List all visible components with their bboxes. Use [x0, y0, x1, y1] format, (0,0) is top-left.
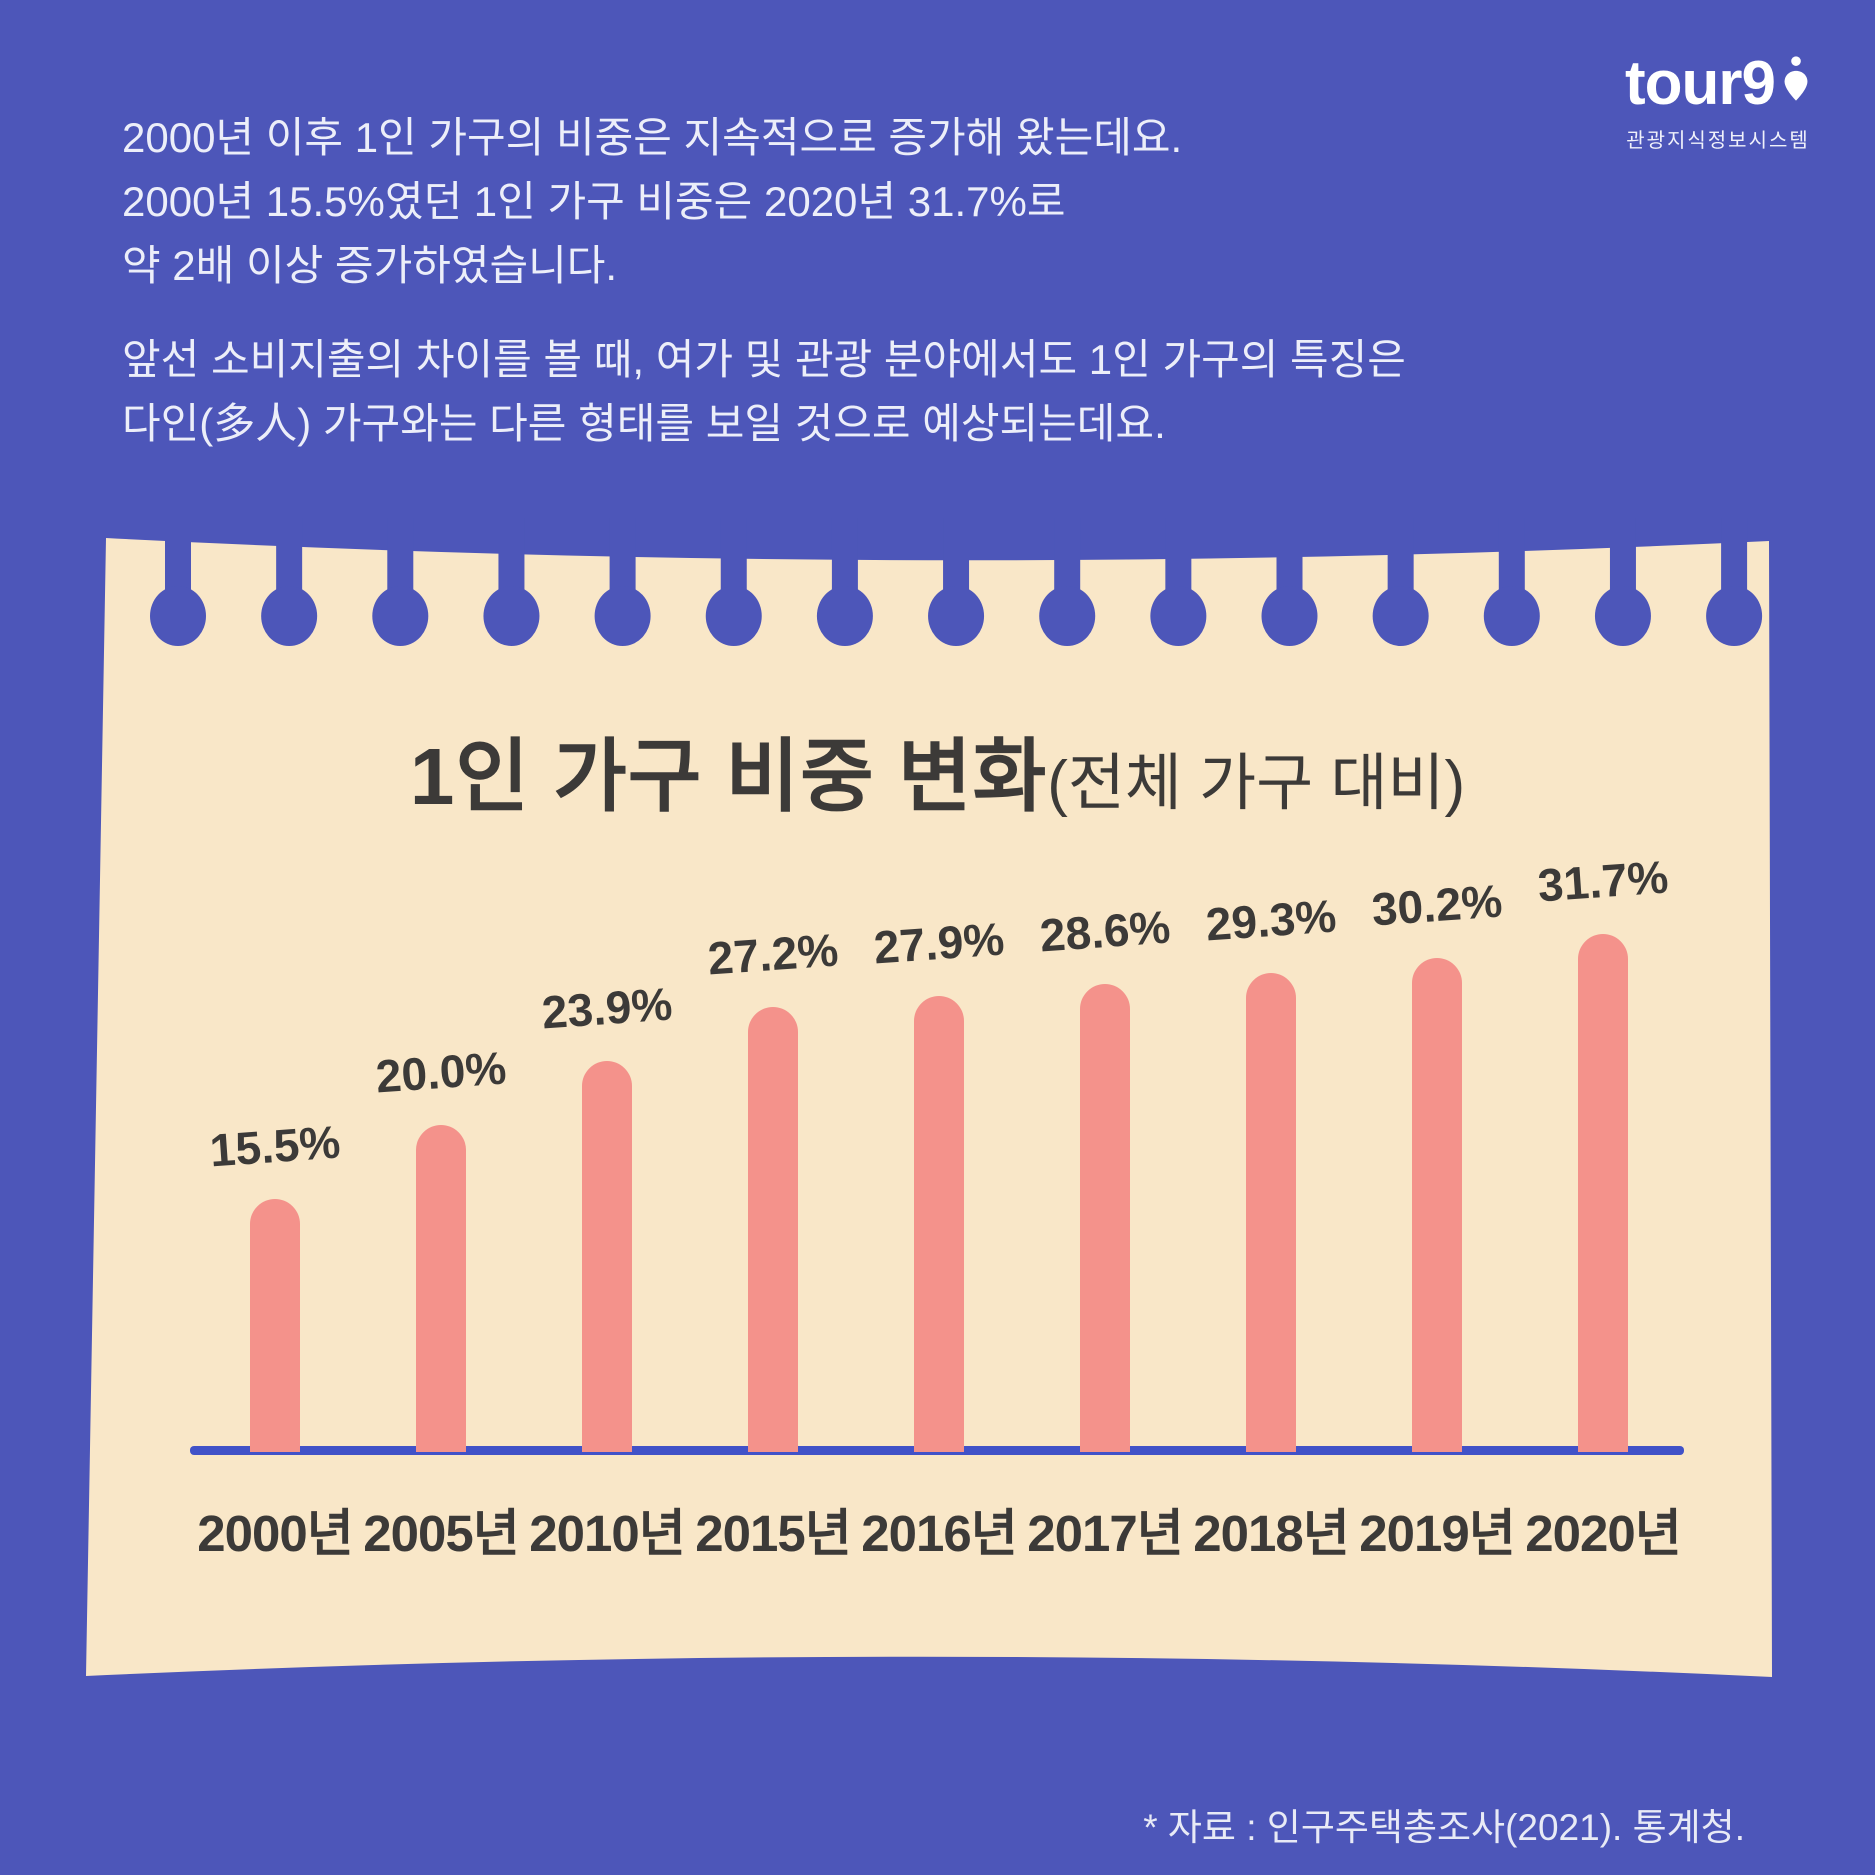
punch-hole-icon	[150, 586, 206, 646]
tourgo-logo: tour9 관광지식정보시스템	[1625, 52, 1811, 153]
chart-title: 1인 가구 비중 변화(전체 가구 대비)	[0, 712, 1875, 828]
bar-value-label: 15.5%	[208, 1115, 342, 1177]
x-axis-label: 2017년	[1027, 1505, 1183, 1562]
intro-line: 2000년 15.5%였던 1인 가구 비중은 2020년 31.7%로	[122, 178, 1066, 225]
punch-holes	[150, 518, 1763, 646]
x-axis-label: 2015년	[695, 1505, 851, 1562]
intro-line: 다인(多人) 가구와는 다른 형태를 보일 것으로 예상되는데요.	[122, 400, 1166, 447]
punch-hole-icon	[705, 586, 762, 646]
bar-2017년	[1080, 984, 1130, 1452]
chart-title-main: 1인 가구 비중 변화	[409, 732, 1048, 821]
location-pin-icon	[1784, 56, 1808, 101]
bar-2010년	[582, 1061, 632, 1452]
x-axis-label: 2010년	[529, 1505, 685, 1562]
punch-hole-icon	[928, 586, 985, 646]
logo-wordmark: tour9	[1625, 49, 1776, 118]
x-axis-label: 2020년	[1525, 1505, 1681, 1562]
x-axis-label: 2016년	[861, 1505, 1017, 1562]
punch-hole-icon	[1594, 586, 1651, 646]
punch-hole-icon	[594, 586, 651, 646]
source-note: * 자료 : 인구주택총조사(2021). 통계청.	[1143, 1807, 1745, 1848]
bar-2005년	[416, 1125, 466, 1452]
punch-hole-icon	[1150, 586, 1207, 646]
punch-hole-icon	[1261, 586, 1318, 646]
chart-title-suffix: (전체 가구 대비)	[1047, 749, 1466, 818]
punch-hole-icon	[261, 586, 318, 646]
x-axis-label: 2000년	[197, 1505, 353, 1562]
bar-2018년	[1246, 973, 1296, 1452]
bar-value-label: 31.7%	[1536, 850, 1670, 912]
intro-paragraph-2: 앞선 소비지출의 차이를 볼 때, 여가 및 관광 분야에서도 1인 가구의 특…	[122, 328, 1406, 456]
logo-caption: 관광지식정보시스템	[1626, 130, 1810, 152]
punch-hole-icon	[483, 586, 540, 646]
intro-paragraph-1: 2000년 이후 1인 가구의 비중은 지속적으로 증가해 왔는데요. 2000…	[122, 106, 1406, 298]
bar-2016년	[914, 996, 964, 1452]
bar-value-label: 20.0%	[374, 1041, 508, 1103]
bar-2019년	[1412, 958, 1462, 1452]
x-axis-label: 2018년	[1193, 1505, 1349, 1562]
punch-hole-icon	[1372, 586, 1429, 646]
intro-line: 2000년 이후 1인 가구의 비중은 지속적으로 증가해 왔는데요.	[122, 114, 1183, 161]
punch-hole-icon	[1039, 586, 1096, 646]
intro-text: 2000년 이후 1인 가구의 비중은 지속적으로 증가해 왔는데요. 2000…	[122, 106, 1406, 456]
logo-wordmark-row: tour9	[1625, 52, 1811, 116]
bar-2015년	[748, 1007, 798, 1452]
intro-line: 앞선 소비지출의 차이를 볼 때, 여가 및 관광 분야에서도 1인 가구의 특…	[122, 336, 1406, 383]
x-axis-label: 2019년	[1359, 1505, 1515, 1562]
punch-hole-icon	[1483, 586, 1540, 646]
bar-2000년	[250, 1199, 300, 1452]
intro-line: 약 2배 이상 증가하였습니다.	[122, 242, 618, 289]
x-axis-label: 2005년	[363, 1505, 519, 1562]
punch-hole-icon	[816, 586, 873, 646]
punch-hole-icon	[1706, 586, 1763, 646]
punch-hole-icon	[372, 586, 429, 646]
bar-2020년	[1578, 934, 1628, 1452]
